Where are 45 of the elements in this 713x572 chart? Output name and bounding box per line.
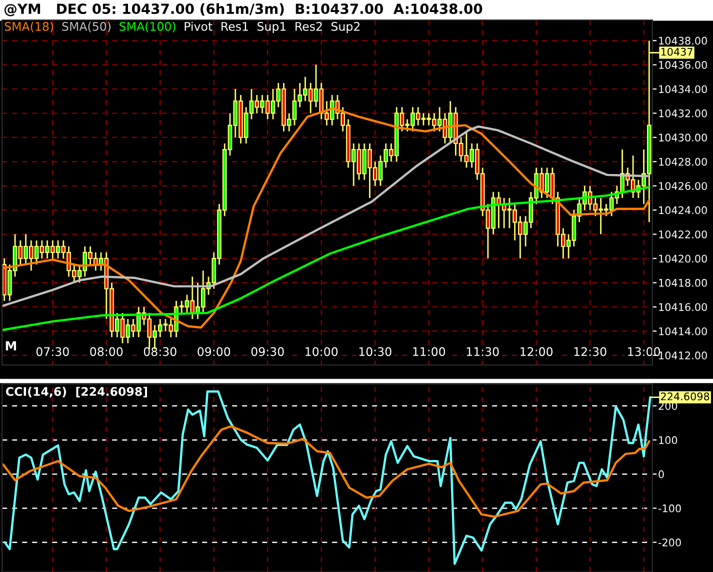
x-tick-label: 11:00 — [413, 347, 446, 356]
y-tick-label: 10416.00 — [659, 303, 707, 311]
y-tick-label: 100 — [659, 436, 678, 444]
x-tick-label: 11:30 — [466, 347, 499, 356]
annotation: Sup2 — [331, 22, 360, 34]
x-tick-label: 13:00 — [628, 347, 660, 356]
y-tick-label: 10428.00 — [659, 158, 707, 166]
x-tick-label: 12:30 — [574, 347, 606, 356]
annotation: M — [6, 341, 16, 350]
y-tick-label: 10424.00 — [659, 206, 707, 214]
annotation: Pivot — [184, 22, 212, 31]
y-tick-label: 10418.00 — [659, 278, 707, 287]
x-tick-label: 08:00 — [90, 347, 123, 356]
y-tick-label: -200 — [658, 538, 681, 546]
x-tick-label: 09:00 — [198, 347, 230, 356]
y-tick-label: 10434.00 — [659, 85, 707, 94]
text: SMA(100) — [120, 22, 176, 32]
annotation: Res1 — [222, 22, 248, 31]
line-series — [2, 125, 650, 307]
y-tick-label: 10436.00 — [659, 61, 707, 69]
y-tick-label: 0 — [658, 470, 664, 478]
text: SMA(18) — [4, 22, 54, 32]
chart-title: CCI(14,6) [224.6098] — [6, 386, 148, 398]
annotation: Res2 — [296, 22, 322, 31]
x-tick-label: 12:00 — [520, 347, 553, 356]
x-tick-label: 10:00 — [306, 347, 338, 356]
x-tick-label: 07:30 — [36, 347, 69, 356]
chart-title: @YM DEC 05: 10437.00 (6h1m/3m) B:10437.00 A:10438.00 — [4, 3, 482, 16]
x-tick-label: 10:30 — [359, 347, 392, 356]
annotation: 10437 — [661, 48, 692, 56]
annotation: Sup1 — [258, 22, 286, 34]
text: SMA(50) — [62, 22, 110, 32]
y-tick-label: 10426.00 — [659, 182, 707, 190]
line-series — [2, 425, 650, 518]
y-tick-label: 10414.00 — [659, 327, 707, 336]
y-tick-label: -100 — [658, 504, 681, 512]
x-tick-label: 09:30 — [251, 347, 284, 356]
annotation: 224.6098 — [660, 392, 710, 400]
x-tick-label: 08:30 — [144, 347, 176, 356]
y-tick-label: 10432.00 — [659, 109, 707, 118]
y-tick-label: 10412.00 — [659, 352, 707, 360]
y-tick-label: 10438.00 — [659, 36, 707, 45]
y-tick-label: 10420.00 — [659, 254, 707, 263]
y-tick-label: 10422.00 — [659, 230, 707, 238]
y-tick-label: 10430.00 — [659, 134, 707, 142]
